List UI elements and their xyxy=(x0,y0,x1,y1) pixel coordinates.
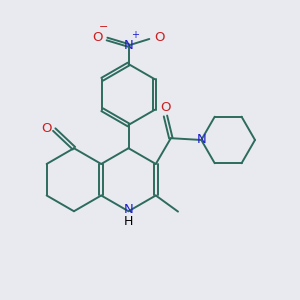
Text: O: O xyxy=(154,31,165,44)
Text: O: O xyxy=(92,31,102,44)
Text: N: N xyxy=(196,134,206,146)
Text: −: − xyxy=(99,22,108,32)
Text: N: N xyxy=(124,203,134,216)
Text: N: N xyxy=(124,39,134,52)
Text: H: H xyxy=(124,215,133,229)
Text: O: O xyxy=(41,122,52,135)
Text: O: O xyxy=(160,100,171,113)
Text: +: + xyxy=(131,30,139,40)
